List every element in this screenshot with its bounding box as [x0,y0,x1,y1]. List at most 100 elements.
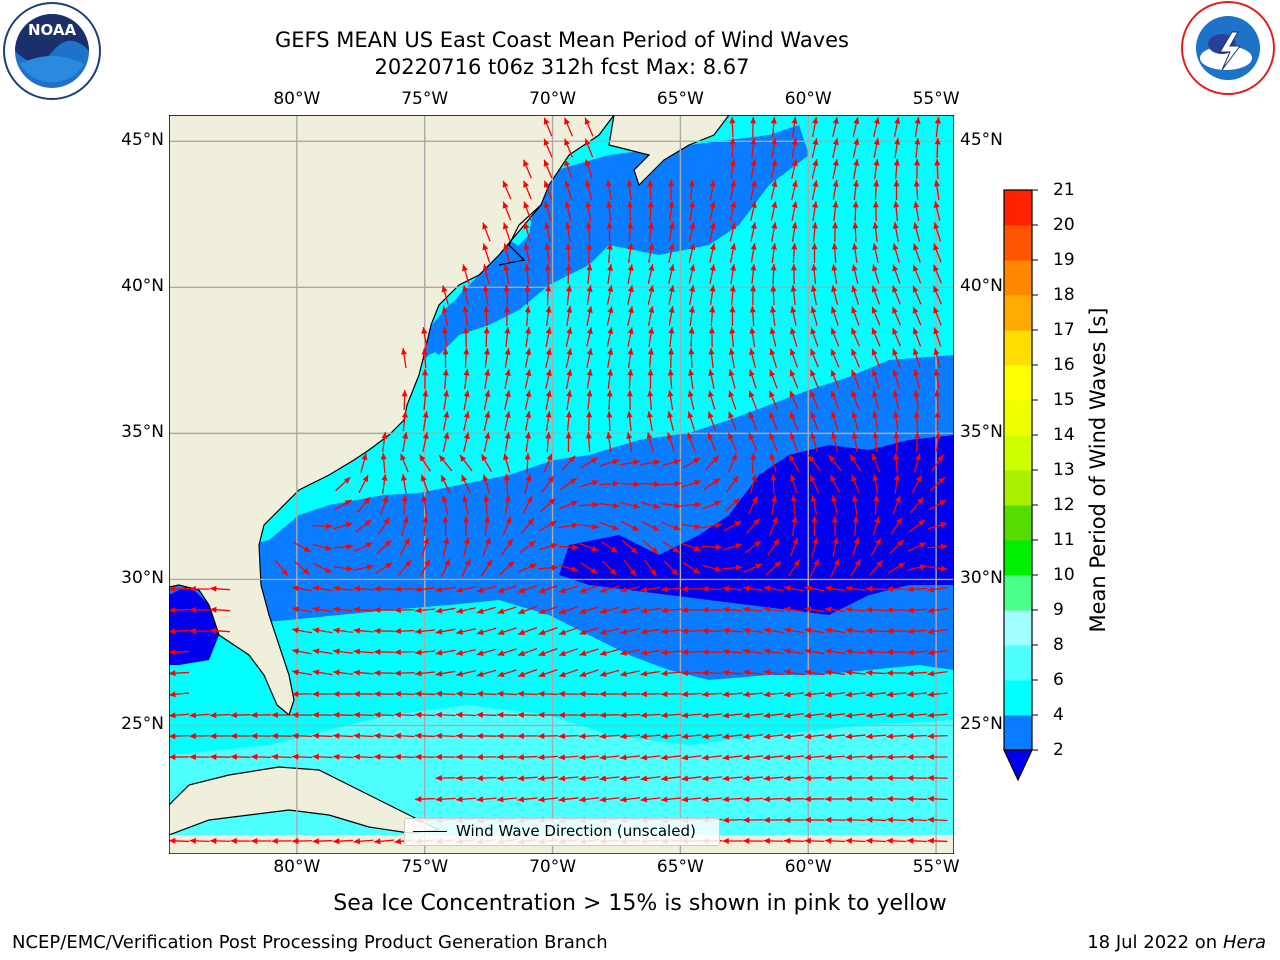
wind-arrow [763,669,784,676]
wind-arrow [333,565,353,572]
wind-arrow [332,543,354,550]
wind-arrow [886,585,907,593]
wind-arrow [660,628,682,635]
wind-arrow [619,690,641,698]
wind-arrow [441,495,449,515]
legend-line [413,831,447,832]
wind-arrow [809,474,820,494]
wind-arrow [355,519,372,533]
wind-arrow [689,285,696,305]
wind-arrow [845,754,866,761]
wind-arrow [729,158,736,180]
wind-arrow [626,410,633,432]
wind-arrow [579,627,599,636]
wind-arrow [483,305,490,327]
wind-arrow [886,816,907,823]
wind-arrow [606,221,613,243]
wind-arrow [558,796,579,803]
wind-arrow [647,389,654,411]
wind-arrow [906,733,928,740]
wind-arrow [892,243,900,263]
wind-arrow [442,515,449,537]
wind-arrow [647,306,655,326]
wind-arrow [538,647,558,657]
wind-arrow [483,432,491,452]
wind-arrow [169,670,190,677]
wind-arrow [933,264,942,284]
colorbar-tick-label: 8 [1053,635,1064,655]
wind-arrow [927,628,948,635]
wind-arrow [824,733,846,740]
wind-arrow [681,649,702,656]
wind-arrow [872,474,879,494]
wind-arrow [502,516,512,536]
wind-arrow [209,627,231,634]
colorbar-segment [1004,435,1032,471]
lat-label-left: 30°N [121,568,164,589]
wind-arrow [832,221,839,243]
wind-arrow [422,389,429,411]
wind-arrow [886,837,907,844]
colorbar-tick-label: 13 [1053,460,1075,480]
wind-arrow [402,432,409,452]
wind-arrow [865,585,887,592]
wind-arrow [524,432,532,452]
wind-arrow [886,648,907,656]
wind-arrow [832,138,839,158]
wind-arrow [783,775,805,782]
wind-arrow [399,537,410,557]
wind-arrow [545,348,552,368]
noaa-logo: NOAA [3,2,101,100]
wind-arrow [906,628,928,635]
wind-arrow [358,474,369,494]
wind-arrow [250,753,272,760]
wind-arrow [476,690,497,697]
wind-arrow [913,222,921,242]
wind-arrow [906,691,928,698]
wind-arrow [537,733,559,740]
colorbar-title: Mean Period of Wind Waves [s] [1086,307,1110,633]
wind-arrow [497,648,517,657]
wind-arrow [701,796,723,803]
wind-arrow [623,559,637,577]
wind-arrow [476,754,497,761]
colorbar-tick-label: 21 [1053,180,1075,200]
wind-arrow [394,753,415,760]
wind-arrow [660,691,682,698]
wind-arrow [209,753,231,760]
wind-arrow [442,347,449,369]
wind-arrow [845,627,866,634]
wind-arrow [830,327,840,347]
wind-arrow [871,306,881,326]
wind-arrow [524,452,531,474]
wind-arrow [892,495,901,515]
wind-arrow [702,500,722,510]
wind-arrow [810,432,819,452]
wind-arrow [831,432,838,452]
wind-arrow [708,390,716,410]
wind-arrow [497,669,517,678]
wind-arrow [913,390,920,410]
wind-arrow [872,431,879,453]
wind-arrow [722,754,743,761]
land-north-america [169,115,615,717]
wind-arrow [545,327,552,347]
wind-arrow [872,390,880,410]
wind-arrow [913,179,920,201]
period-zone-lt2-gulf [169,585,219,665]
wind-arrow [668,222,675,242]
wind-arrow [312,585,333,592]
wind-arrow [537,754,559,761]
wind-arrow [851,537,860,557]
wind-arrow [851,432,858,452]
wind-arrow [333,499,353,511]
wind-arrow [910,496,924,514]
wind-arrow [379,495,389,515]
wind-arrow [558,585,579,594]
wind-arrow [443,390,450,410]
wind-arrow [620,520,640,532]
wind-arrow [872,264,880,284]
wind-arrow [893,158,900,180]
wind-arrow [292,648,312,655]
wind-arrow [522,495,533,515]
